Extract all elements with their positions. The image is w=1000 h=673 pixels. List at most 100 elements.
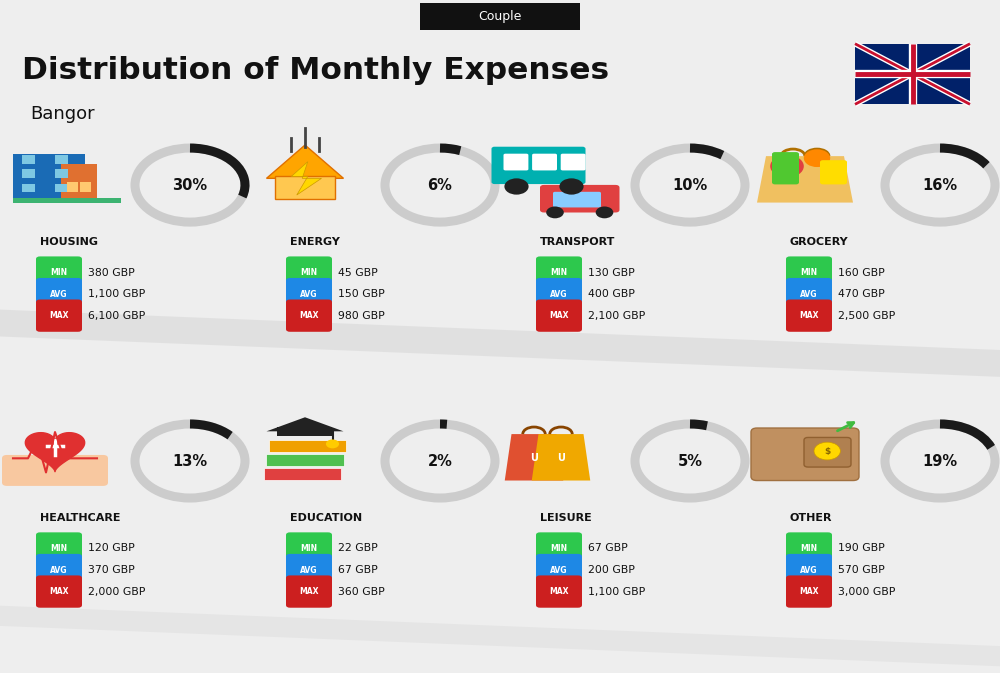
- Text: 470 GBP: 470 GBP: [838, 289, 885, 299]
- Text: 130 GBP: 130 GBP: [588, 268, 635, 277]
- Text: MIN: MIN: [50, 544, 68, 553]
- Text: 6%: 6%: [428, 178, 452, 192]
- Polygon shape: [757, 156, 853, 203]
- FancyBboxPatch shape: [532, 153, 557, 170]
- Text: ENERGY: ENERGY: [290, 238, 340, 247]
- Text: 980 GBP: 980 GBP: [338, 311, 385, 320]
- FancyBboxPatch shape: [536, 278, 582, 310]
- FancyBboxPatch shape: [61, 164, 97, 199]
- Polygon shape: [291, 162, 322, 195]
- Text: MIN: MIN: [50, 268, 68, 277]
- Polygon shape: [0, 606, 1000, 666]
- FancyBboxPatch shape: [536, 532, 582, 565]
- Polygon shape: [0, 310, 1000, 377]
- Circle shape: [770, 155, 804, 178]
- FancyBboxPatch shape: [820, 160, 847, 184]
- Circle shape: [546, 207, 564, 218]
- Text: 30%: 30%: [172, 178, 208, 192]
- FancyBboxPatch shape: [67, 182, 78, 192]
- FancyBboxPatch shape: [786, 278, 832, 310]
- FancyBboxPatch shape: [36, 299, 82, 332]
- FancyBboxPatch shape: [22, 155, 35, 164]
- FancyBboxPatch shape: [286, 299, 332, 332]
- Text: U: U: [557, 454, 565, 463]
- Text: 22 GBP: 22 GBP: [338, 544, 378, 553]
- Text: AVG: AVG: [300, 289, 318, 299]
- Text: MAX: MAX: [299, 311, 319, 320]
- Text: 67 GBP: 67 GBP: [588, 544, 628, 553]
- Text: 150 GBP: 150 GBP: [338, 289, 385, 299]
- FancyBboxPatch shape: [855, 44, 970, 104]
- FancyBboxPatch shape: [786, 575, 832, 608]
- FancyBboxPatch shape: [286, 575, 332, 608]
- Text: MIN: MIN: [300, 544, 318, 553]
- FancyBboxPatch shape: [286, 554, 332, 586]
- Text: 67 GBP: 67 GBP: [338, 565, 378, 575]
- FancyBboxPatch shape: [286, 278, 332, 310]
- Text: AVG: AVG: [800, 289, 818, 299]
- Text: Distribution of Monthly Expenses: Distribution of Monthly Expenses: [22, 56, 609, 85]
- FancyBboxPatch shape: [536, 256, 582, 289]
- Polygon shape: [25, 433, 85, 472]
- Circle shape: [504, 178, 529, 194]
- Text: 380 GBP: 380 GBP: [88, 268, 135, 277]
- Text: 190 GBP: 190 GBP: [838, 544, 885, 553]
- Text: MAX: MAX: [299, 587, 319, 596]
- Text: 400 GBP: 400 GBP: [588, 289, 635, 299]
- Circle shape: [596, 207, 613, 218]
- Text: 200 GBP: 200 GBP: [588, 565, 635, 575]
- FancyBboxPatch shape: [786, 299, 832, 332]
- Text: MIN: MIN: [800, 268, 818, 277]
- FancyBboxPatch shape: [36, 278, 82, 310]
- Text: OTHER: OTHER: [790, 513, 832, 523]
- Text: AVG: AVG: [550, 565, 568, 575]
- Text: 2,500 GBP: 2,500 GBP: [838, 311, 895, 320]
- Text: Bangor: Bangor: [30, 106, 95, 123]
- FancyBboxPatch shape: [751, 428, 859, 481]
- FancyBboxPatch shape: [36, 532, 82, 565]
- FancyBboxPatch shape: [786, 554, 832, 586]
- Text: AVG: AVG: [800, 565, 818, 575]
- Text: 1,100 GBP: 1,100 GBP: [588, 587, 645, 596]
- Circle shape: [804, 149, 830, 167]
- FancyBboxPatch shape: [286, 532, 332, 565]
- FancyBboxPatch shape: [786, 256, 832, 289]
- Text: MAX: MAX: [549, 311, 569, 320]
- FancyBboxPatch shape: [22, 170, 35, 178]
- Text: AVG: AVG: [50, 289, 68, 299]
- Text: 120 GBP: 120 GBP: [88, 544, 135, 553]
- Text: U: U: [530, 454, 538, 463]
- Text: 19%: 19%: [922, 454, 958, 468]
- FancyBboxPatch shape: [36, 575, 82, 608]
- Text: HEALTHCARE: HEALTHCARE: [40, 513, 120, 523]
- FancyBboxPatch shape: [536, 575, 582, 608]
- FancyBboxPatch shape: [786, 532, 832, 565]
- Text: 2,000 GBP: 2,000 GBP: [88, 587, 145, 596]
- Text: 3,000 GBP: 3,000 GBP: [838, 587, 895, 596]
- Text: 5%: 5%: [678, 454, 702, 468]
- FancyBboxPatch shape: [540, 185, 619, 213]
- Circle shape: [814, 442, 840, 460]
- Text: 1,100 GBP: 1,100 GBP: [88, 289, 145, 299]
- FancyBboxPatch shape: [275, 176, 335, 199]
- Text: Couple: Couple: [478, 10, 522, 24]
- FancyBboxPatch shape: [80, 182, 91, 192]
- Text: 2,100 GBP: 2,100 GBP: [588, 311, 645, 320]
- Text: 13%: 13%: [172, 454, 208, 468]
- FancyBboxPatch shape: [503, 153, 528, 170]
- Text: AVG: AVG: [300, 565, 318, 575]
- FancyBboxPatch shape: [55, 170, 68, 178]
- FancyBboxPatch shape: [491, 147, 585, 184]
- Text: GROCERY: GROCERY: [790, 238, 849, 247]
- Text: MAX: MAX: [549, 587, 569, 596]
- FancyBboxPatch shape: [269, 440, 346, 452]
- FancyBboxPatch shape: [536, 554, 582, 586]
- Text: MIN: MIN: [550, 268, 568, 277]
- Text: 370 GBP: 370 GBP: [88, 565, 135, 575]
- FancyBboxPatch shape: [2, 455, 108, 486]
- Text: MAX: MAX: [49, 587, 69, 596]
- FancyBboxPatch shape: [55, 184, 68, 192]
- Circle shape: [559, 178, 584, 194]
- FancyBboxPatch shape: [561, 153, 586, 170]
- Text: 2%: 2%: [428, 454, 452, 468]
